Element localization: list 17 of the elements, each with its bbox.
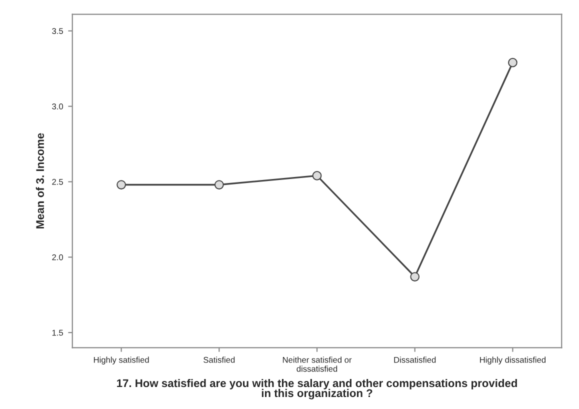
x-tick-label: Dissatisfied xyxy=(394,356,436,363)
point xyxy=(116,180,126,190)
point xyxy=(410,272,420,282)
y-tick-label: 2.5 xyxy=(52,178,63,185)
x-tick-label: Highly satisfied xyxy=(94,356,149,364)
point xyxy=(312,171,322,180)
x-tick-label: Neither satisfied or dissatisfied xyxy=(282,356,352,372)
y-tick-label: 1.5 xyxy=(52,330,63,336)
y-tick-label: 3.0 xyxy=(52,104,64,110)
x-tick-label: Satisfied xyxy=(204,356,235,363)
y-tick-label: 2.0 xyxy=(52,254,64,260)
point xyxy=(508,58,518,68)
x-axis-title: 17. How satisfied are you with the salary and other compensations provided in this organization ? xyxy=(117,378,517,400)
point xyxy=(214,180,224,190)
x-tick-label: Highly dissatisfied xyxy=(480,356,546,364)
y-tick-label: 3.5 xyxy=(52,28,63,34)
y-axis-title: Mean of 3. Income xyxy=(36,133,44,228)
